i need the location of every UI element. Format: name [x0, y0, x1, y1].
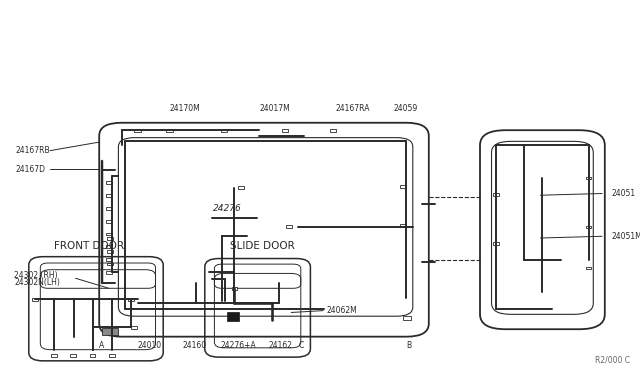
- Bar: [493, 193, 499, 196]
- Bar: [400, 186, 406, 189]
- Text: 24276+A: 24276+A: [221, 341, 257, 350]
- Bar: [106, 219, 112, 222]
- Bar: [107, 263, 113, 266]
- Text: A: A: [99, 341, 104, 350]
- Bar: [232, 287, 237, 290]
- Bar: [166, 129, 173, 132]
- Bar: [403, 316, 411, 320]
- Text: 24051: 24051: [611, 189, 636, 198]
- Text: 24167RA: 24167RA: [336, 105, 371, 113]
- Text: 24051M: 24051M: [611, 232, 640, 241]
- Text: FRONT DOOR: FRONT DOOR: [54, 241, 125, 251]
- Text: R2/000 C: R2/000 C: [595, 356, 630, 365]
- Bar: [106, 271, 112, 274]
- Bar: [109, 354, 115, 357]
- Bar: [330, 129, 336, 132]
- Bar: [70, 354, 76, 357]
- Text: 24160: 24160: [182, 341, 207, 350]
- Text: 24302 (RH): 24302 (RH): [14, 271, 58, 280]
- Bar: [106, 194, 112, 197]
- Bar: [90, 354, 95, 357]
- Bar: [106, 258, 112, 261]
- Text: 24167D: 24167D: [16, 165, 46, 174]
- Bar: [237, 186, 244, 189]
- Bar: [107, 250, 113, 253]
- Text: 24170M: 24170M: [170, 105, 200, 113]
- Text: 24276: 24276: [213, 204, 241, 213]
- Bar: [586, 177, 591, 179]
- Bar: [400, 224, 406, 227]
- Bar: [106, 181, 112, 184]
- Text: 24062M: 24062M: [326, 306, 357, 315]
- Text: B: B: [406, 341, 412, 350]
- Text: 24017M: 24017M: [259, 105, 290, 113]
- Text: 24010: 24010: [138, 341, 162, 350]
- Text: 24167RB: 24167RB: [16, 146, 51, 155]
- Bar: [227, 312, 239, 321]
- Text: SLIDE DOOR: SLIDE DOOR: [230, 241, 295, 251]
- Bar: [493, 242, 499, 245]
- Bar: [102, 328, 118, 335]
- Bar: [134, 129, 141, 132]
- Bar: [586, 267, 591, 269]
- Text: 24059: 24059: [394, 105, 418, 113]
- Bar: [106, 246, 112, 248]
- Bar: [106, 232, 112, 235]
- Bar: [221, 129, 227, 132]
- Text: C: C: [298, 341, 303, 350]
- Bar: [285, 225, 292, 228]
- Text: 24162: 24162: [269, 341, 293, 350]
- Text: 24302N(LH): 24302N(LH): [14, 278, 60, 287]
- Bar: [282, 129, 288, 132]
- Bar: [128, 298, 134, 301]
- Bar: [131, 326, 137, 329]
- Bar: [106, 207, 112, 210]
- Bar: [107, 237, 113, 240]
- Bar: [586, 226, 591, 228]
- Bar: [32, 298, 38, 301]
- Bar: [51, 354, 57, 357]
